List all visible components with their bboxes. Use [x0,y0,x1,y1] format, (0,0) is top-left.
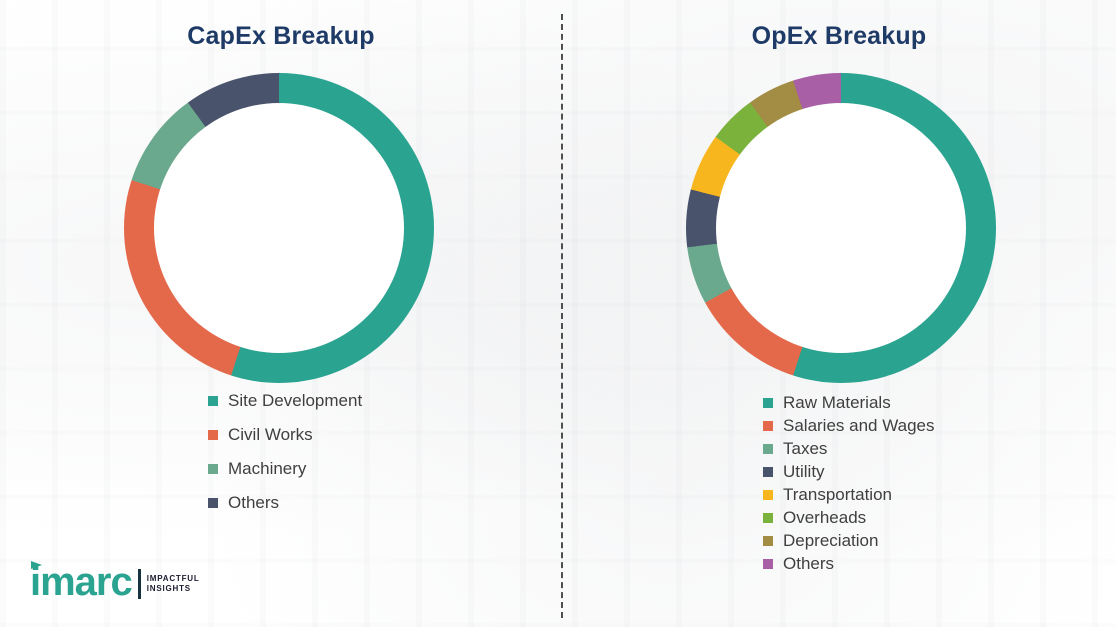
imarc-logo-text: imarc [30,560,133,604]
opex-donut-hole [716,103,966,353]
opex-legend: Raw Materials Salaries and Wages Taxes Util… [763,393,935,577]
legend-item: Others [763,554,935,574]
legend-item: Overheads [763,508,935,528]
legend-swatch [763,444,773,454]
imarc-tagline-line1: IMPACTFUL [146,574,200,583]
legend-item: Depreciation [763,531,935,551]
legend-label: Raw Materials [783,393,891,412]
legend-label: Overheads [783,508,867,527]
legend-item: Others [208,493,362,513]
dashed-divider [561,14,563,618]
legend-item: Raw Materials [763,393,935,413]
capex-legend: Site Development Civil Works Machinery Othe… [208,391,362,527]
opex-donut-chart [686,73,996,383]
legend-swatch [763,398,773,408]
imarc-logo-wordmark: imarc [30,560,133,604]
legend-swatch [208,396,218,406]
legend-label: Taxes [783,439,828,458]
legend-label: Others [228,493,280,512]
legend-swatch [208,498,218,508]
legend-label: Civil Works [228,425,313,444]
imarc-tagline-line2: INSIGHTS [146,584,191,593]
legend-item: Site Development [208,391,362,411]
legend-label: Site Development [228,391,363,410]
legend-item: Civil Works [208,425,362,445]
legend-label: Salaries and Wages [783,416,935,435]
legend-item: Salaries and Wages [763,416,935,436]
legend-swatch [763,490,773,500]
legend-item: Taxes [763,439,935,459]
legend-swatch [763,536,773,546]
legend-label: Machinery [228,459,307,478]
legend-label: Depreciation [783,531,879,550]
legend-item: Utility [763,462,935,482]
imarc-flag-icon [31,561,42,569]
capex-donut-chart [124,73,434,383]
legend-label: Utility [783,462,825,481]
legend-swatch [763,467,773,477]
legend-label: Transportation [783,485,892,504]
capex-donut-hole [154,103,404,353]
imarc-logo: imarc IMPACTFUL INSIGHTS [30,560,200,604]
opex-chart-title: OpEx Breakup [751,22,927,50]
legend-swatch [208,464,218,474]
legend-swatch [763,513,773,523]
legend-label: Others [783,554,835,573]
legend-swatch [763,421,773,431]
imarc-tagline: IMPACTFUL INSIGHTS [147,574,200,594]
capex-chart-title: CapEx Breakup [187,22,375,50]
legend-item: Machinery [208,459,362,479]
legend-swatch [763,559,773,569]
imarc-logo-divider [137,569,141,599]
legend-item: Transportation [763,485,935,505]
legend-swatch [208,430,218,440]
